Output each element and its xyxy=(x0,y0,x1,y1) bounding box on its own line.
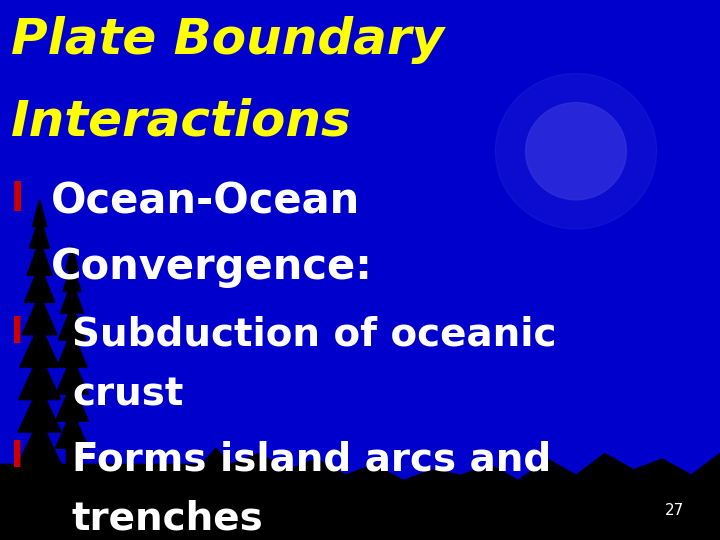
Polygon shape xyxy=(24,265,55,302)
Text: Interactions: Interactions xyxy=(11,97,351,145)
Polygon shape xyxy=(32,200,47,227)
Text: l: l xyxy=(11,316,23,350)
Text: Convergence:: Convergence: xyxy=(50,246,372,288)
Polygon shape xyxy=(57,330,87,367)
Text: Forms island arcs and: Forms island arcs and xyxy=(72,440,552,478)
Polygon shape xyxy=(30,216,50,248)
Polygon shape xyxy=(19,354,60,400)
Polygon shape xyxy=(66,437,78,470)
Text: Subduction of oceanic: Subduction of oceanic xyxy=(72,316,557,354)
Polygon shape xyxy=(60,281,84,313)
Text: l: l xyxy=(11,440,23,474)
Polygon shape xyxy=(55,410,89,448)
Text: Plate Boundary: Plate Boundary xyxy=(11,16,444,64)
Polygon shape xyxy=(55,383,89,421)
Polygon shape xyxy=(34,437,45,470)
Polygon shape xyxy=(18,386,61,432)
Text: trenches: trenches xyxy=(72,500,264,537)
Polygon shape xyxy=(18,418,61,464)
Polygon shape xyxy=(20,324,60,367)
Ellipse shape xyxy=(495,73,657,229)
Polygon shape xyxy=(63,262,81,292)
Polygon shape xyxy=(56,356,89,394)
Polygon shape xyxy=(22,294,57,335)
Polygon shape xyxy=(66,246,78,270)
Ellipse shape xyxy=(526,103,626,200)
Text: 27: 27 xyxy=(665,503,684,518)
Text: crust: crust xyxy=(72,375,184,413)
Polygon shape xyxy=(58,305,86,340)
Polygon shape xyxy=(0,448,720,540)
Polygon shape xyxy=(27,240,53,275)
Text: l: l xyxy=(11,181,24,219)
Text: Ocean-Ocean: Ocean-Ocean xyxy=(50,181,360,223)
